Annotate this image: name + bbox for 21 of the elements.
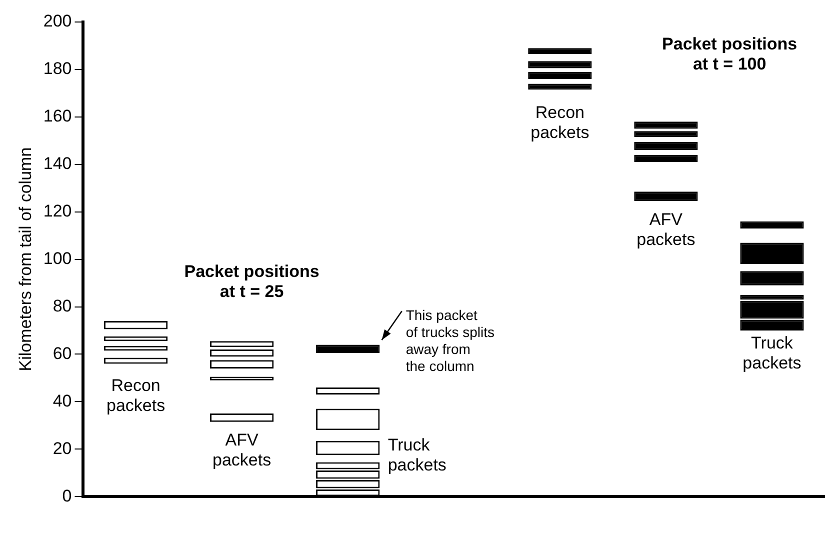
y-tick-label: 20 <box>52 438 72 458</box>
y-tick-label: 0 <box>62 486 72 506</box>
y-tick-label: 40 <box>52 391 72 410</box>
annotation: Packet positions at t = 25 <box>184 262 320 302</box>
annotation: Truck packets <box>742 333 802 372</box>
y-tick-label: 60 <box>52 344 72 363</box>
annotation: Packet positions at t = 100 <box>662 34 798 74</box>
annotation: Recon packets <box>106 376 166 416</box>
y-tick-label: 80 <box>52 296 72 316</box>
y-tick-label: 100 <box>43 248 72 268</box>
annotation: AFV packets <box>636 210 696 250</box>
y-tick-label: 120 <box>43 202 72 221</box>
annotation: Recon packets <box>530 103 590 142</box>
y-tick-label: 180 <box>43 59 72 78</box>
annotation: This packet of trucks splits away from the column <box>406 306 495 374</box>
y-tick-label: 140 <box>43 154 72 174</box>
annotation: AFV packets <box>212 430 272 470</box>
y-tick-label: 200 <box>43 12 72 31</box>
y-axis-title: Kilometers from tail of column <box>16 147 35 372</box>
y-tick-label: 160 <box>43 106 72 126</box>
annotation: Truck packets <box>388 435 446 474</box>
